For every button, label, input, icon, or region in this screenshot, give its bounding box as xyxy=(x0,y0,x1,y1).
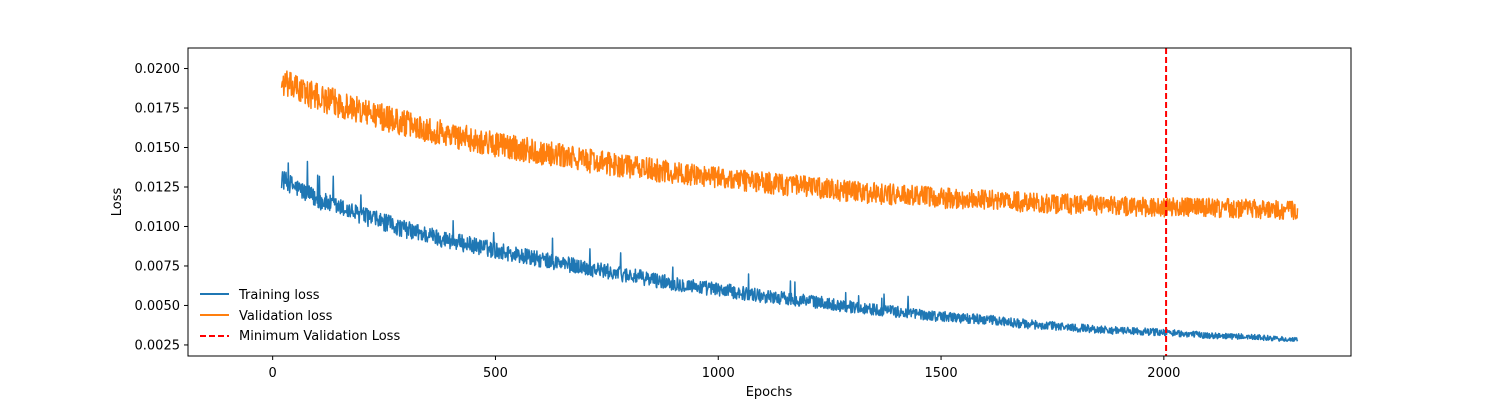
legend-label-min-val: Minimum Validation Loss xyxy=(239,329,400,344)
y-tick-label: 0.0125 xyxy=(135,180,181,195)
plot-area xyxy=(280,48,1299,356)
y-tick-label: 0.0075 xyxy=(135,259,181,274)
y-tick-label: 0.0050 xyxy=(135,299,181,314)
plot-frame xyxy=(187,47,1352,357)
legend-label-validation: Validation loss xyxy=(239,309,333,324)
series-layer xyxy=(280,48,1299,356)
y-tick-label: 0.0100 xyxy=(135,220,181,235)
training-loss-line xyxy=(280,160,1299,342)
x-tick-label: 1500 xyxy=(925,366,958,381)
legend: Training loss Validation loss Minimum Va… xyxy=(200,288,400,344)
x-axis: 0 500 1000 1500 2000 xyxy=(269,356,1180,381)
x-tick-label: 1000 xyxy=(702,366,735,381)
validation-loss-line xyxy=(280,70,1299,221)
y-tick-label: 0.0150 xyxy=(135,141,181,156)
y-axis-label: Loss xyxy=(110,188,125,217)
x-tick-label: 0 xyxy=(269,366,277,381)
y-tick-label: 0.0175 xyxy=(135,102,181,117)
legend-label-training: Training loss xyxy=(238,288,320,303)
x-tick-label: 2000 xyxy=(1147,366,1180,381)
x-tick-label: 500 xyxy=(483,366,508,381)
y-tick-label: 0.0200 xyxy=(135,62,181,77)
y-tick-label: 0.0025 xyxy=(135,338,181,353)
y-axis: 0.0025 0.0050 0.0075 0.0100 0.0125 0.0150 0.01… xyxy=(135,62,188,353)
x-axis-label: Epochs xyxy=(746,385,793,400)
